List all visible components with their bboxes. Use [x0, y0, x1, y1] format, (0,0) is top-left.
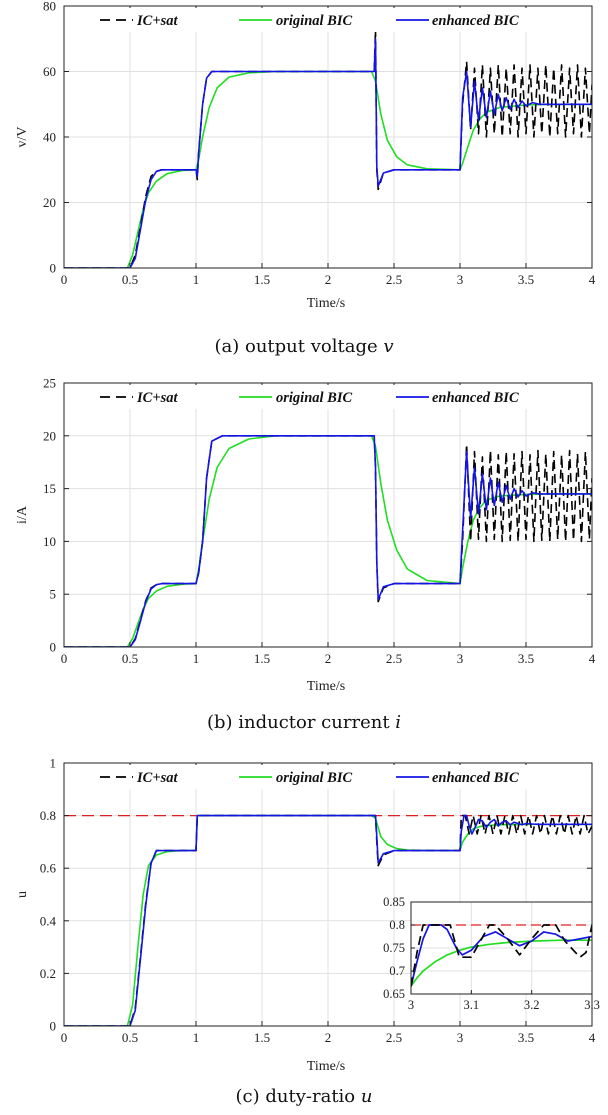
legend: IC+sat original BIC enhanced BIC: [94, 385, 554, 409]
legend-label: original BIC: [276, 390, 352, 406]
chart-panel-2: 0 0.5 1 1.5 2 2.5 3 3.5 4 0 5 10 15 20 25 Time/s i/A IC+s…: [15, 376, 596, 734]
x-tick-label: 0.5: [122, 272, 138, 287]
y-axis-label: i/A: [15, 505, 30, 524]
caption-variable: v: [383, 336, 393, 357]
inset-x-tick-label: 3: [408, 998, 414, 1012]
x-tick-label: 4: [589, 1030, 596, 1045]
inset-y-tick-label: 0.75: [383, 941, 405, 955]
legend-label: enhanced BIC: [432, 13, 519, 29]
caption-variable: i: [395, 712, 401, 733]
y-tick-label: 15: [43, 481, 56, 496]
x-tick-label: 3: [457, 1030, 464, 1045]
x-tick-label: 1.5: [254, 1030, 270, 1045]
x-tick-label: 2: [325, 651, 332, 666]
y-axis-label: u: [15, 891, 30, 898]
panel-caption: (b) inductor current i: [207, 712, 401, 733]
x-tick-label: 4: [589, 651, 596, 666]
y-tick-label: 0.6: [40, 861, 57, 876]
x-tick-label: 3: [457, 272, 464, 287]
y-tick-label: 10: [43, 534, 56, 549]
x-tick-label: 2.5: [386, 272, 402, 287]
x-tick-label: 3.5: [518, 651, 534, 666]
series-line-enhanced-bic: [64, 434, 592, 647]
y-tick-label: 20: [43, 195, 56, 210]
inset-y-tick-label: 0.65: [383, 987, 405, 1001]
series-line-enhanced-bic: [64, 37, 592, 268]
y-tick-label: 0.2: [40, 966, 56, 981]
x-tick-label: 1: [193, 272, 200, 287]
x-tick-label: 1: [193, 1030, 200, 1045]
y-tick-label: 25: [43, 376, 56, 391]
inset-y-tick-label: 0.85: [383, 895, 405, 909]
y-tick-label: 0.4: [40, 913, 57, 928]
chart-panel-1: 0 0.5 1 1.5 2 2.5 3 3.5 4020406080Time/sv/VIC+sa…: [15, 0, 596, 357]
inset-x-tick-label: 3.3: [584, 998, 600, 1012]
legend-label: enhanced BIC: [432, 390, 519, 406]
legend-background: [94, 385, 554, 409]
legend-label: original BIC: [276, 13, 352, 29]
inset-y-tick-label: 0.7: [389, 964, 405, 978]
legend-label: original BIC: [276, 770, 352, 786]
x-tick-label: 3.5: [518, 1030, 534, 1045]
x-tick-label: 1: [193, 651, 200, 666]
legend-background: [94, 8, 554, 32]
panel-caption: (c) duty-ratio u: [236, 1086, 373, 1107]
x-tick-label: 2.5: [386, 1030, 402, 1045]
x-tick-label: 4: [589, 272, 596, 287]
y-tick-label: 5: [50, 587, 57, 602]
y-tick-label: 0: [50, 261, 57, 276]
y-tick-label: 0: [50, 1019, 57, 1034]
caption-text: (b) inductor current: [207, 712, 395, 733]
x-tick-label: 0: [61, 272, 68, 287]
y-tick-label: 80: [43, 0, 56, 14]
chart-panel-3: 0 0.5 1 1.5 2 2.5 3 3.5 4 0 0.2 0.4 0.6 0.8 1 Time/s u IC…: [15, 756, 600, 1108]
x-tick-label: 3: [457, 651, 464, 666]
series-line-enhanced-bic: [64, 814, 592, 1026]
x-axis-label: Time/s: [307, 1059, 345, 1074]
legend-label: IC+sat: [136, 13, 178, 29]
x-tick-label: 1.5: [254, 272, 270, 287]
x-tick-label: 2.5: [386, 651, 402, 666]
y-tick-label: 40: [43, 130, 56, 145]
legend-background: [94, 765, 554, 789]
inset-series-original-bic: [411, 939, 592, 987]
x-tick-label: 2: [325, 272, 332, 287]
caption-text: (a) output voltage: [214, 336, 383, 357]
panel-caption: (a) output voltage v: [214, 336, 393, 357]
series-line-original-bic: [64, 814, 592, 1026]
inset-chart: 3 3.1 3.2 3.3 0.65 0.7 0.75 0.8 0.85: [383, 895, 600, 1012]
x-axis-label: Time/s: [307, 679, 345, 694]
x-tick-label: 0: [61, 651, 68, 666]
x-tick-label: 0.5: [122, 1030, 138, 1045]
caption-text: (c) duty-ratio: [236, 1086, 361, 1107]
x-tick-label: 1.5: [254, 651, 270, 666]
legend-label: IC+sat: [136, 770, 178, 786]
legend-label: enhanced BIC: [432, 770, 519, 786]
x-tick-label: 0: [61, 1030, 68, 1045]
legend: IC+sat original BIC enhanced BIC: [94, 8, 554, 32]
x-tick-label: 2: [325, 1030, 332, 1045]
inset-x-tick-label: 3.2: [524, 998, 540, 1012]
legend-label: IC+sat: [136, 390, 178, 406]
y-tick-label: 20: [43, 428, 56, 443]
y-tick-label: 60: [43, 64, 56, 79]
series-line-ic-sat: [64, 814, 592, 1026]
x-tick-label: 0.5: [122, 651, 138, 666]
x-axis-label: Time/s: [307, 296, 345, 311]
inset-series-ic-sat: [411, 924, 592, 987]
y-tick-label: 0.8: [40, 808, 56, 823]
legend: IC+sat original BIC enhanced BIC: [94, 765, 554, 789]
y-tick-label: 1: [50, 756, 57, 771]
x-tick-label: 3.5: [518, 272, 534, 287]
inset-y-tick-label: 0.8: [389, 918, 405, 932]
inset-x-tick-label: 3.1: [464, 998, 480, 1012]
y-axis-label: v/V: [15, 127, 30, 148]
caption-variable: u: [361, 1086, 373, 1107]
y-tick-label: 0: [50, 640, 57, 655]
